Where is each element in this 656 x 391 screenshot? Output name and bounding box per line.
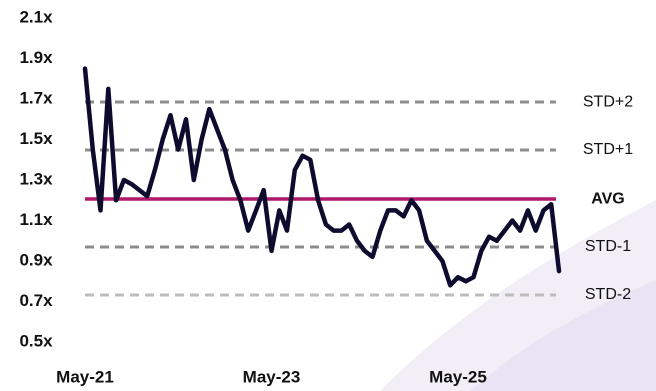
y-tick-label: 0.5x xyxy=(19,331,53,350)
y-tick-label: 1.1x xyxy=(19,210,53,229)
y-tick-label: 1.5x xyxy=(19,129,53,148)
series-line xyxy=(82,66,562,288)
reference-label: STD+2 xyxy=(583,93,633,110)
x-tick-label: May-23 xyxy=(243,367,301,386)
background-swoosh xyxy=(470,280,656,391)
x-tick-label: May-21 xyxy=(56,367,114,386)
y-tick-label: 1.9x xyxy=(19,48,53,67)
y-tick-label: 0.9x xyxy=(19,250,53,269)
reference-label: STD-1 xyxy=(585,238,631,255)
reference-label: AVG xyxy=(591,190,624,207)
y-tick-label: 1.3x xyxy=(19,169,53,188)
y-tick-label: 0.7x xyxy=(19,291,53,310)
reference-label: STD+1 xyxy=(583,141,633,158)
reference-label: STD-2 xyxy=(585,286,631,303)
x-tick-label: May-25 xyxy=(429,367,487,386)
y-tick-label: 2.1x xyxy=(19,7,53,26)
y-tick-label: 1.7x xyxy=(19,88,53,107)
